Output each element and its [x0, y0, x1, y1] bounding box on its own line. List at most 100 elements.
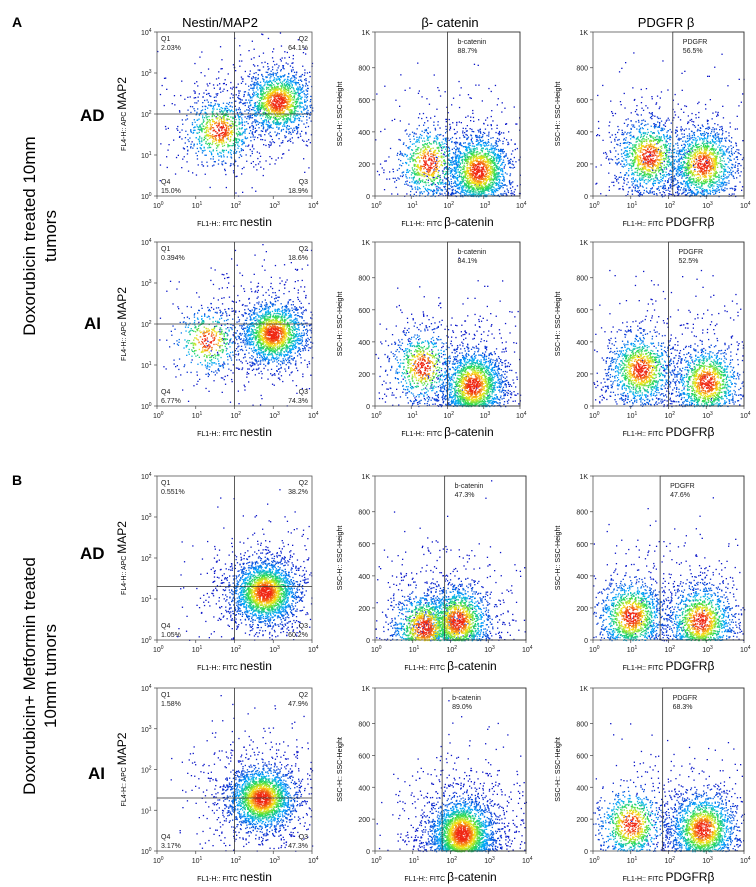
event-dot: [207, 85, 209, 87]
event-dot: [438, 144, 441, 146]
event-dot: [251, 131, 254, 133]
event-dot: [293, 90, 295, 92]
event-dot: [263, 102, 265, 104]
event-dot: [495, 174, 497, 176]
event-dot: [289, 82, 291, 84]
event-dot: [242, 139, 244, 141]
event-dot: [265, 160, 267, 162]
event-dot: [471, 153, 473, 155]
event-dot: [484, 154, 487, 156]
event-dot: [254, 84, 256, 86]
event-dot: [268, 126, 270, 128]
row-label-b-ad: AD: [80, 544, 105, 564]
event-dot: [395, 186, 397, 189]
event-dot: [483, 168, 485, 171]
event-dot: [211, 124, 213, 126]
event-dot: [285, 121, 287, 123]
event-dot: [252, 128, 254, 130]
event-dot: [240, 128, 243, 130]
event-dot: [430, 189, 432, 191]
event-dot: [423, 160, 425, 162]
event-dot: [303, 107, 305, 109]
event-dot: [197, 138, 199, 140]
event-dot: [257, 89, 259, 91]
event-dot: [510, 139, 512, 141]
event-dot: [278, 82, 280, 85]
event-dot: [413, 163, 415, 166]
event-dot: [286, 120, 289, 122]
quadrant-q3-name: Q3: [299, 179, 308, 186]
event-dot: [413, 138, 415, 140]
event-dot: [496, 178, 498, 180]
event-dot: [175, 156, 178, 159]
event-dot: [469, 163, 471, 165]
event-dot: [260, 113, 262, 116]
event-dot: [287, 91, 290, 93]
event-dot: [439, 160, 441, 162]
event-dot: [491, 128, 493, 130]
event-dot: [466, 159, 468, 161]
event-dot: [458, 148, 460, 150]
event-dot: [424, 155, 426, 157]
event-dot: [203, 125, 205, 127]
event-dot: [469, 192, 471, 194]
event-dot: [429, 143, 431, 145]
event-dot: [217, 103, 219, 105]
event-dot: [256, 101, 258, 103]
event-dot: [433, 176, 435, 179]
event-dot: [409, 159, 411, 161]
event-dot: [451, 158, 454, 160]
event-dot: [426, 170, 428, 173]
event-dot: [253, 83, 255, 85]
event-dot: [391, 193, 393, 195]
event-dot: [268, 81, 270, 83]
event-dot: [221, 161, 223, 163]
event-dot: [473, 131, 475, 133]
event-dot: [498, 166, 501, 168]
event-dot: [401, 175, 404, 178]
event-dot: [268, 102, 270, 104]
event-dot: [304, 96, 306, 98]
event-dot: [478, 157, 480, 160]
event-dot: [389, 171, 391, 173]
event-dot: [238, 122, 240, 124]
event-dot: [301, 130, 303, 132]
event-dot: [181, 80, 183, 82]
event-dot: [444, 192, 446, 194]
event-dot: [414, 174, 416, 176]
event-dot: [420, 149, 422, 151]
event-dot: [203, 120, 205, 122]
event-dot: [432, 176, 434, 178]
event-dot: [180, 94, 182, 97]
event-dot: [194, 102, 196, 104]
event-dot: [423, 175, 425, 177]
event-dot: [266, 103, 268, 105]
event-dot: [296, 115, 299, 117]
event-dot: [494, 182, 496, 184]
event-dot: [492, 161, 494, 164]
event-dot: [285, 101, 287, 104]
event-dot: [221, 109, 223, 112]
event-dot: [221, 121, 223, 123]
event-dot: [436, 143, 438, 145]
event-dot: [463, 192, 465, 194]
event-dot: [290, 120, 292, 122]
event-dot: [445, 172, 447, 175]
event-dot: [301, 87, 304, 89]
event-dot: [433, 166, 435, 168]
event-dot: [282, 117, 285, 119]
event-dot: [424, 143, 426, 145]
event-dot: [263, 88, 265, 90]
event-dot: [461, 191, 463, 193]
event-dot: [492, 189, 494, 191]
event-dot: [261, 89, 263, 91]
event-dot: [291, 137, 293, 139]
event-dot: [490, 124, 492, 126]
event-dot: [274, 72, 276, 75]
event-dot: [483, 194, 485, 197]
event-dot: [452, 152, 455, 154]
event-dot: [445, 140, 447, 142]
event-dot: [417, 155, 419, 158]
event-dot: [512, 150, 514, 152]
event-dot: [419, 166, 422, 168]
